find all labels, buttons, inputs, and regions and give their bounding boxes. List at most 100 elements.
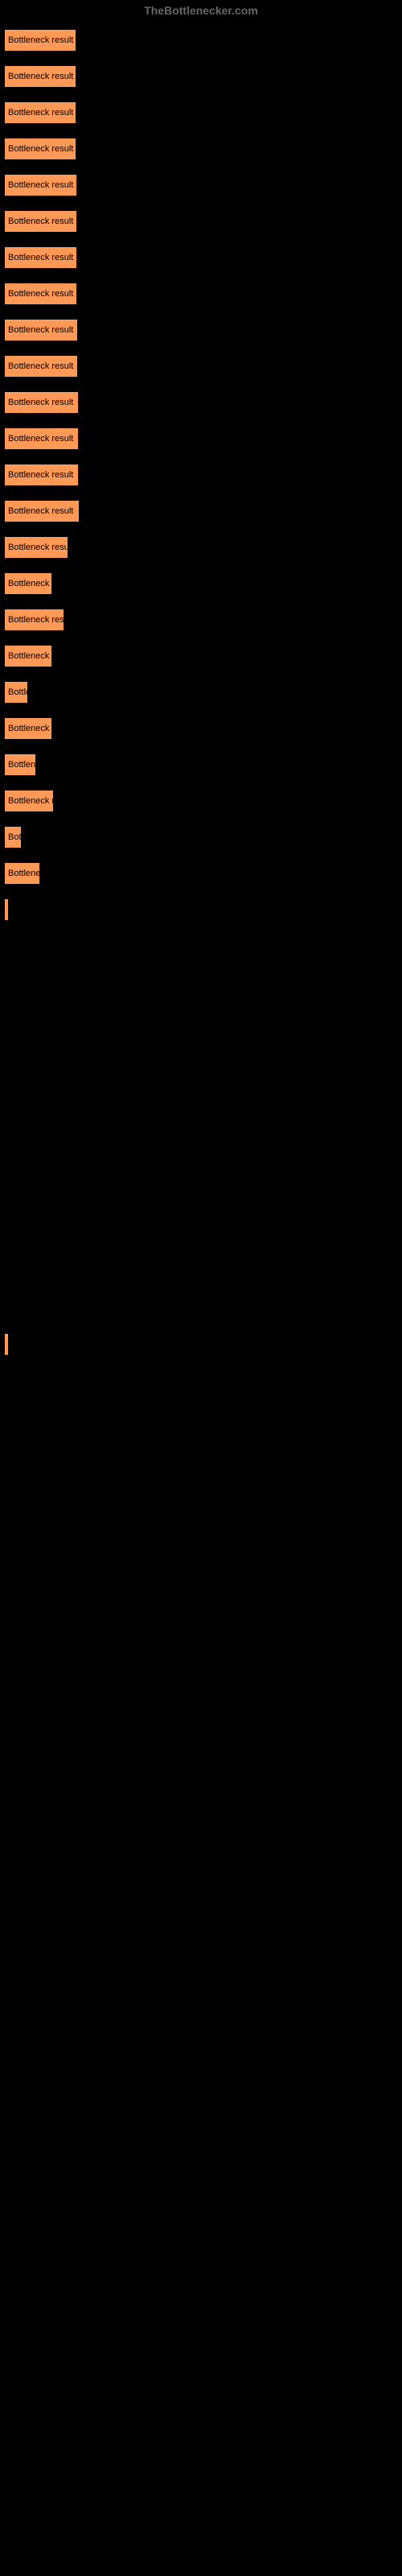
bar-row <box>4 1623 398 1645</box>
bar-row: Bottleneck result <box>4 862 398 885</box>
bar-label: Bottleneck result <box>8 180 73 190</box>
chart-bar: Bottleneck result <box>4 500 80 522</box>
bar-row <box>4 2239 398 2261</box>
bar-label: Bottleneck result <box>8 72 73 81</box>
bar-label: Bottleneck result <box>8 506 73 516</box>
bar-row: Bottleneck result <box>4 427 398 450</box>
bar-row <box>4 1804 398 1827</box>
chart-bar: Bottleneck result <box>4 862 40 885</box>
bar-label: Bottleneck result <box>8 651 52 661</box>
chart-bar: Bottleneck result <box>4 609 64 631</box>
bar-row <box>4 2094 398 2116</box>
bar-row <box>4 2384 398 2406</box>
bar-label: Bottleneck result <box>8 289 73 299</box>
bar-label: Bottleneck result <box>8 543 68 552</box>
site-name: TheBottlenecker.com <box>144 4 258 17</box>
bar-row: Bottleneck result <box>4 645 398 667</box>
bar-label: Bottleneck result <box>8 869 40 878</box>
site-header: TheBottlenecker.com <box>0 0 402 21</box>
chart-bar: Bottleneck result <box>4 645 52 667</box>
bar-label: Bottleneck result <box>8 687 28 697</box>
chart-bar: Bottleneck result <box>4 355 78 378</box>
bar-label: Bottleneck result <box>8 724 52 733</box>
bar-label: Bottleneck result <box>8 832 22 842</box>
bar-label: Bottleneck result <box>8 470 73 480</box>
bar-row <box>4 1913 398 1935</box>
bar-row: Bottleneck result <box>4 319 398 341</box>
chart-bar: Bottleneck result <box>4 391 79 414</box>
bar-row: Bottleneck result <box>4 29 398 52</box>
chart-bar: Bottleneck result <box>4 246 77 269</box>
chart-bar: Bottleneck result <box>4 753 36 776</box>
bar-row: Bottleneck result <box>4 826 398 848</box>
bar-row: Bottleneck result <box>4 210 398 233</box>
bar-row <box>4 1840 398 1863</box>
bar-row <box>4 1514 398 1537</box>
bar-row: Bottleneck result <box>4 391 398 414</box>
bar-row: Bottleneck result <box>4 174 398 196</box>
chart-bar <box>4 1333 9 1356</box>
bar-label: Bottleneck result <box>8 615 64 625</box>
bar-row: Bottleneck result <box>4 790 398 812</box>
bar-row <box>4 1695 398 1718</box>
bar-row <box>4 1985 398 2008</box>
bar-row <box>4 1152 398 1174</box>
bar-row <box>4 1442 398 1464</box>
bar-row <box>4 1732 398 1754</box>
bar-row: Bottleneck result <box>4 753 398 776</box>
chart-bar: Bottleneck result <box>4 572 52 595</box>
bar-row <box>4 1587 398 1609</box>
bar-label: Bottleneck result <box>8 35 73 45</box>
bar-row: Bottleneck result <box>4 609 398 631</box>
bar-row <box>4 1369 398 1392</box>
bar-row <box>4 1116 398 1138</box>
chart-bar: Bottleneck result <box>4 283 77 305</box>
bar-row <box>4 2166 398 2189</box>
bar-row: Bottleneck result <box>4 138 398 160</box>
bar-row <box>4 1406 398 1428</box>
bar-label: Bottleneck result <box>8 144 73 154</box>
bar-row <box>4 1768 398 1790</box>
bar-row <box>4 2456 398 2479</box>
bar-row <box>4 1659 398 1682</box>
bar-label: Bottleneck result <box>8 108 73 118</box>
bar-label: Bottleneck result <box>8 760 36 770</box>
bar-row <box>4 1949 398 1971</box>
chart-bar: Bottleneck result <box>4 790 54 812</box>
bar-row <box>4 935 398 957</box>
bar-label: Bottleneck result <box>8 796 54 806</box>
chart-bar: Bottleneck result <box>4 464 79 486</box>
bar-label: Bottleneck result <box>8 579 52 588</box>
bar-row <box>4 898 398 921</box>
bar-row <box>4 1224 398 1247</box>
chart-bar: Bottleneck result <box>4 65 76 88</box>
chart-bar: Bottleneck result <box>4 536 68 559</box>
bar-label: Bottleneck result <box>8 217 73 226</box>
bar-row <box>4 2058 398 2080</box>
chart-bar: Bottleneck result <box>4 427 79 450</box>
bar-row <box>4 2130 398 2153</box>
bar-row: Bottleneck result <box>4 283 398 305</box>
bar-row <box>4 2420 398 2442</box>
chart-container: Bottleneck result Bottleneck result Bottle… <box>0 21 402 2537</box>
chart-bar: Bottleneck result <box>4 101 76 124</box>
bar-row: Bottleneck result <box>4 717 398 740</box>
bar-row <box>4 1478 398 1501</box>
bar-label: Bottleneck result <box>8 325 73 335</box>
bar-row <box>4 1261 398 1283</box>
bar-label: Bottleneck result <box>8 361 73 371</box>
bar-row <box>4 2021 398 2044</box>
bar-row: Bottleneck result <box>4 681 398 704</box>
chart-bar: Bottleneck result <box>4 29 76 52</box>
bar-row: Bottleneck result <box>4 464 398 486</box>
bar-row <box>4 2275 398 2297</box>
chart-bar: Bottleneck result <box>4 210 77 233</box>
bar-row <box>4 1333 398 1356</box>
chart-bar <box>4 898 9 921</box>
bar-row: Bottleneck result <box>4 355 398 378</box>
chart-bar: Bottleneck result <box>4 174 77 196</box>
chart-bar: Bottleneck result <box>4 319 78 341</box>
bar-label: Bottleneck result <box>8 253 73 262</box>
bar-row <box>4 2492 398 2515</box>
bar-row <box>4 2202 398 2225</box>
